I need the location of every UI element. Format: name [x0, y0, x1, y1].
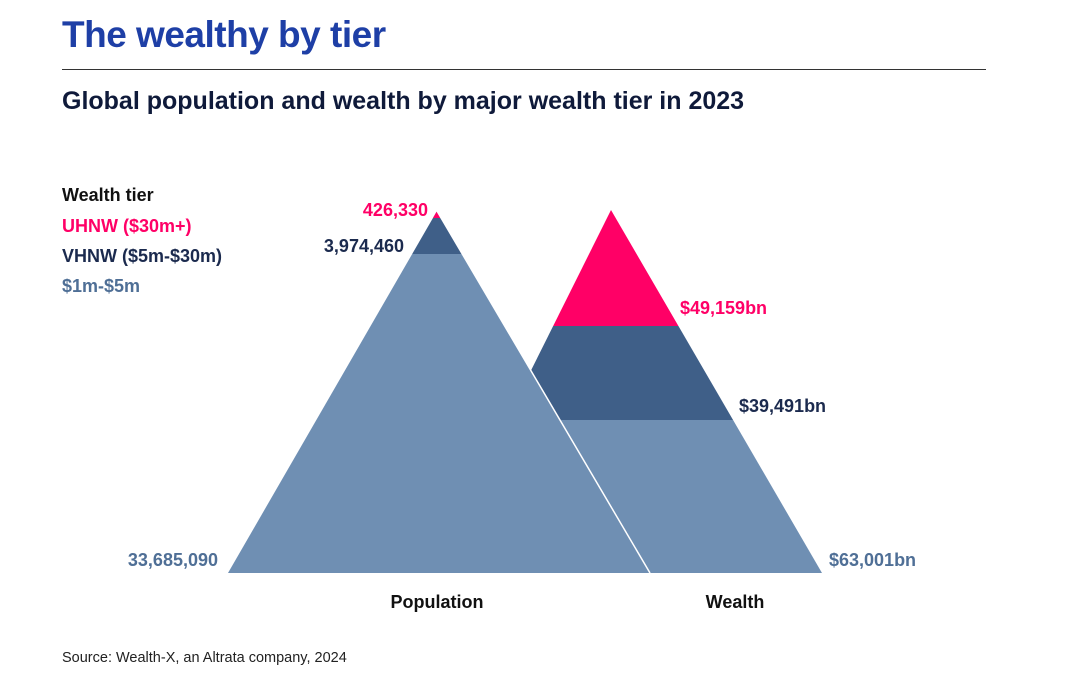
population-category-label: Population — [391, 592, 484, 612]
legend-item-1m-5m: $1m-$5m — [62, 276, 141, 296]
legend-item-uhnw: UHNW ($30m+) — [62, 216, 192, 236]
wealth-category-label: Wealth — [706, 592, 765, 612]
wealth-1m-5m-label: $63,001bn — [829, 550, 916, 570]
chart-subtitle: Global population and wealth by major we… — [62, 87, 745, 115]
population-pyramid-edge — [436, 210, 651, 574]
wealth-vhnw-segment — [506, 326, 734, 420]
wealth-uhnw-segment — [553, 210, 679, 326]
wealth-vhnw-label: $39,491bn — [739, 396, 826, 416]
population-uhnw-label: 426,330 — [363, 200, 428, 220]
wealth-uhnw-label: $49,159bn — [680, 298, 767, 318]
population-vhnw-segment — [412, 211, 463, 254]
legend-title: Wealth tier — [62, 185, 154, 205]
title-divider — [62, 69, 986, 70]
population-uhnw-segment — [433, 211, 441, 218]
chart-title: The wealthy by tier — [62, 14, 386, 55]
source-note: Source: Wealth-X, an Altrata company, 20… — [62, 650, 347, 666]
legend-item-vhnw: VHNW ($5m-$30m) — [62, 246, 223, 266]
population-1m-5m-label: 33,685,090 — [128, 550, 218, 570]
legend: Wealth tier UHNW ($30m+) VHNW ($5m-$30m)… — [62, 186, 222, 307]
population-1m-5m-segment — [228, 254, 650, 573]
population-vhnw-label: 3,974,460 — [324, 236, 404, 256]
